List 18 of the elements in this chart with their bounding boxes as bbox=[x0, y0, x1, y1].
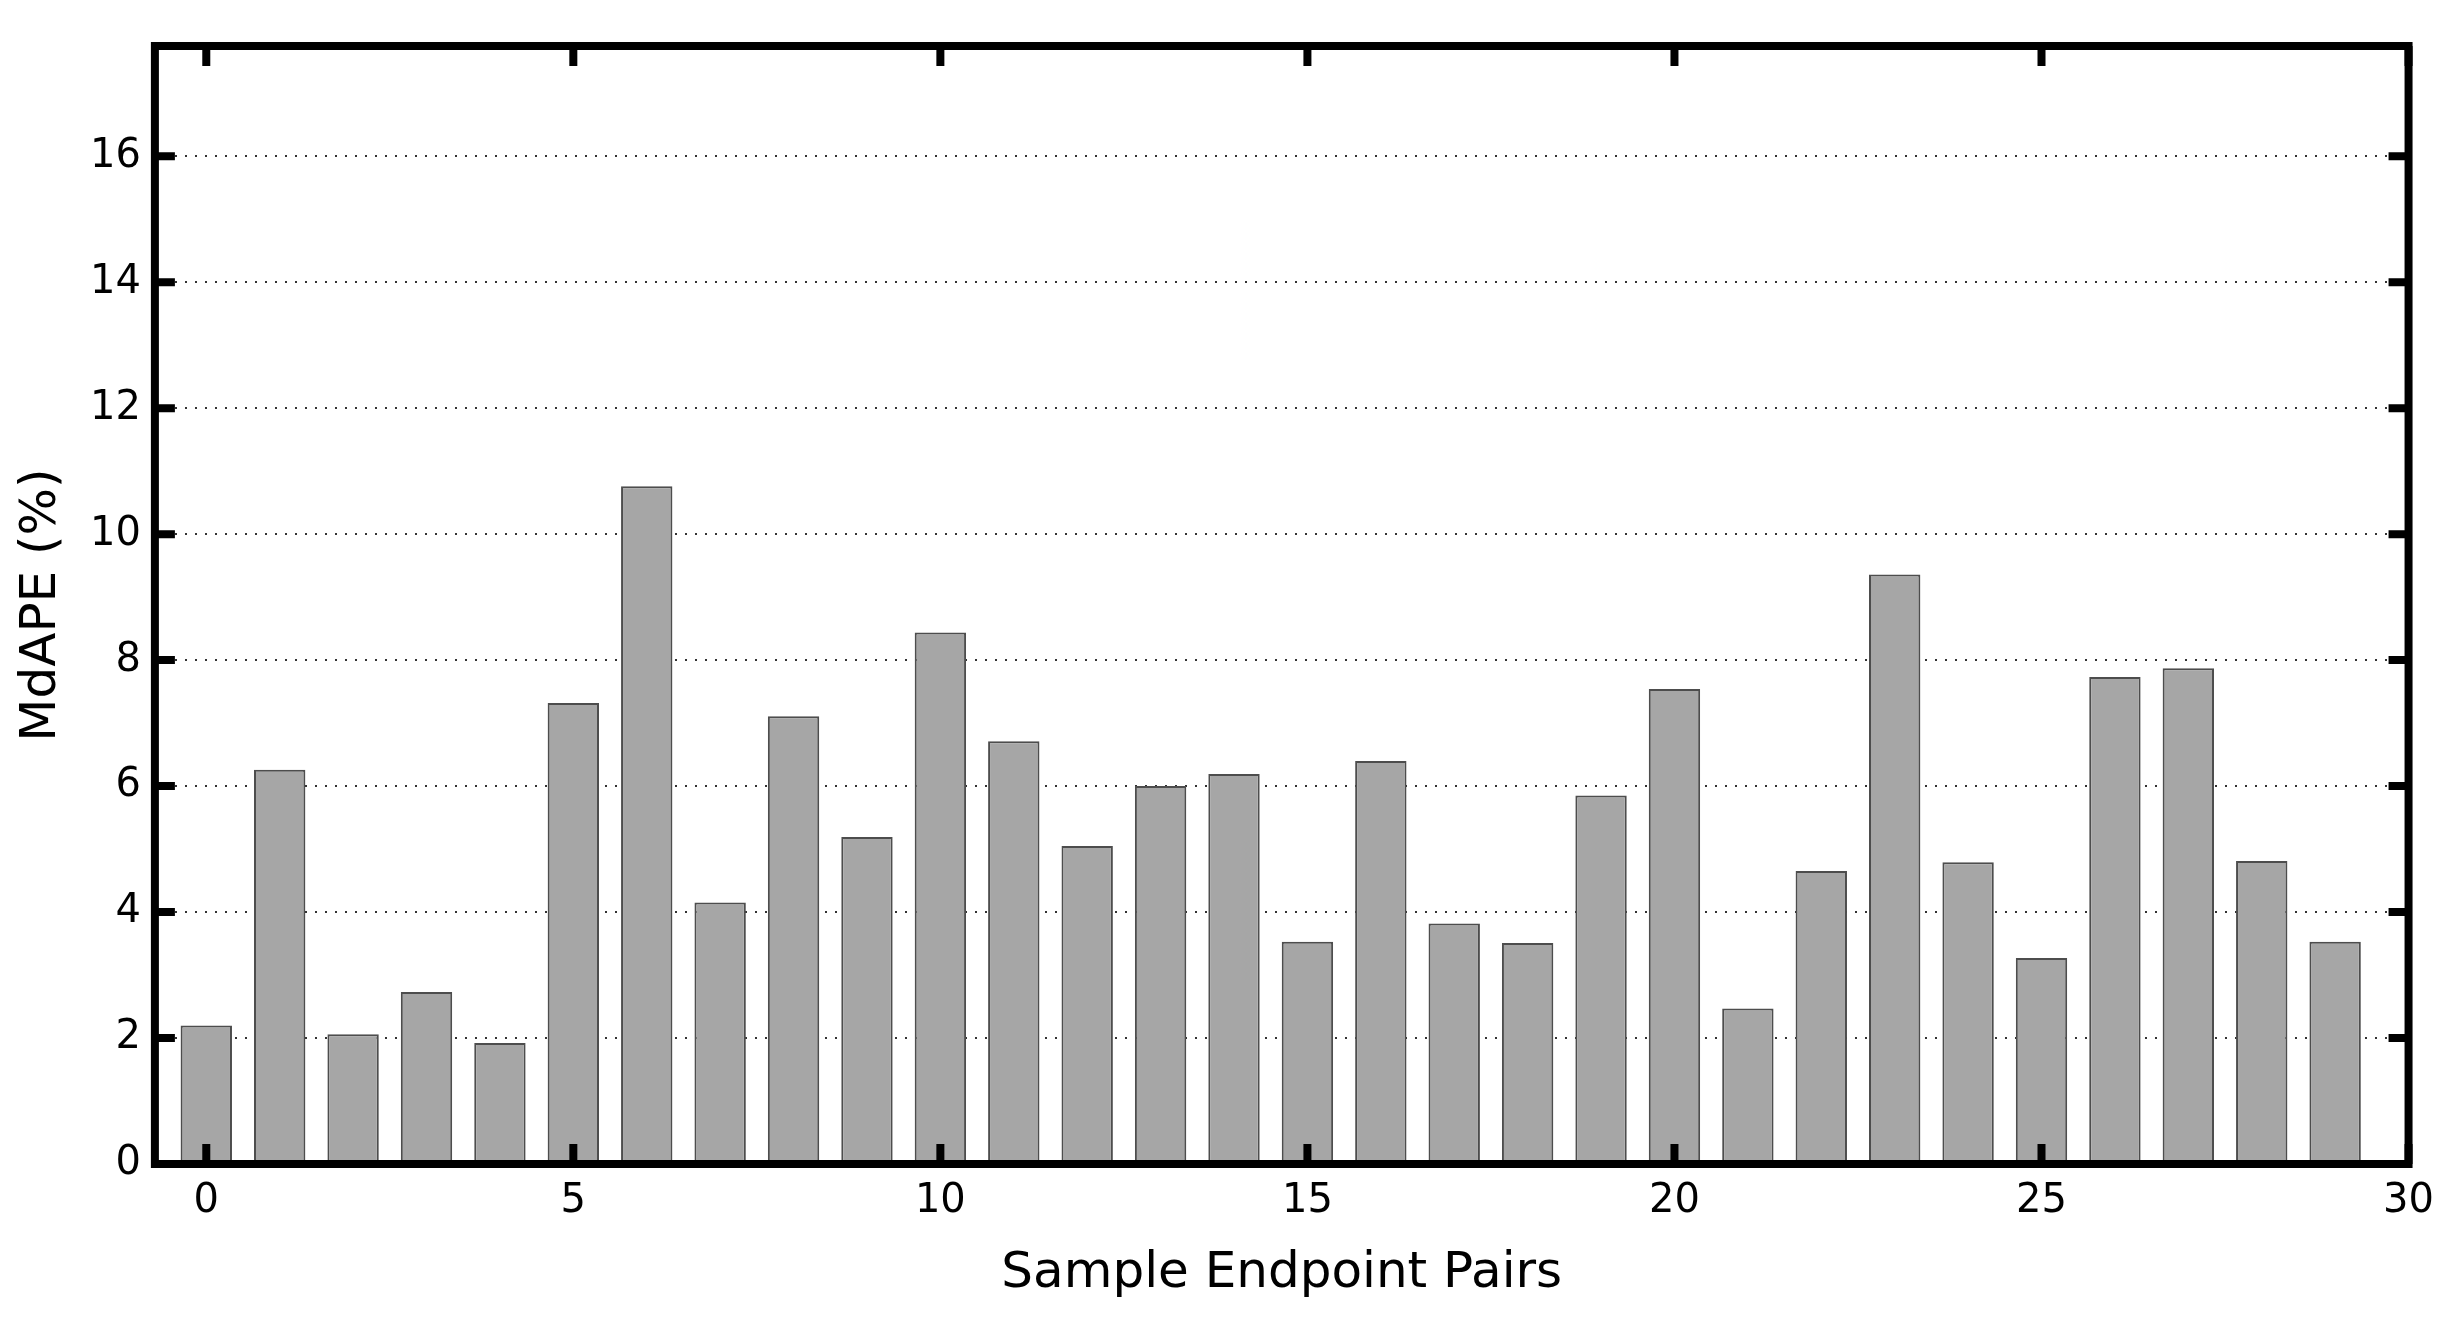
y-tick-label: 0 bbox=[115, 1137, 141, 1184]
x-tick-label: 25 bbox=[2016, 1175, 2067, 1222]
x-tick-label: 0 bbox=[193, 1175, 220, 1222]
y-tick-label: 12 bbox=[89, 381, 141, 428]
x-axis-title: Sample Endpoint Pairs bbox=[1001, 1240, 1563, 1299]
y-tick-label: 4 bbox=[115, 885, 141, 932]
y-tick-label: 8 bbox=[115, 633, 141, 680]
y-tick-label: 16 bbox=[89, 129, 141, 176]
y-tick-label: 10 bbox=[89, 507, 141, 554]
y-tick-label: 2 bbox=[115, 1011, 141, 1058]
x-tick-label: 15 bbox=[1281, 1175, 1333, 1222]
y-tick-label: 14 bbox=[89, 255, 141, 302]
y-tick-label: 6 bbox=[115, 759, 141, 806]
x-tick-label: 10 bbox=[914, 1175, 966, 1222]
x-tick-label: 5 bbox=[560, 1175, 587, 1222]
y-axis-title: MdAPE (%) bbox=[8, 468, 67, 742]
x-tick-label: 30 bbox=[2383, 1175, 2434, 1222]
x-tick-label: 20 bbox=[1649, 1175, 1700, 1222]
